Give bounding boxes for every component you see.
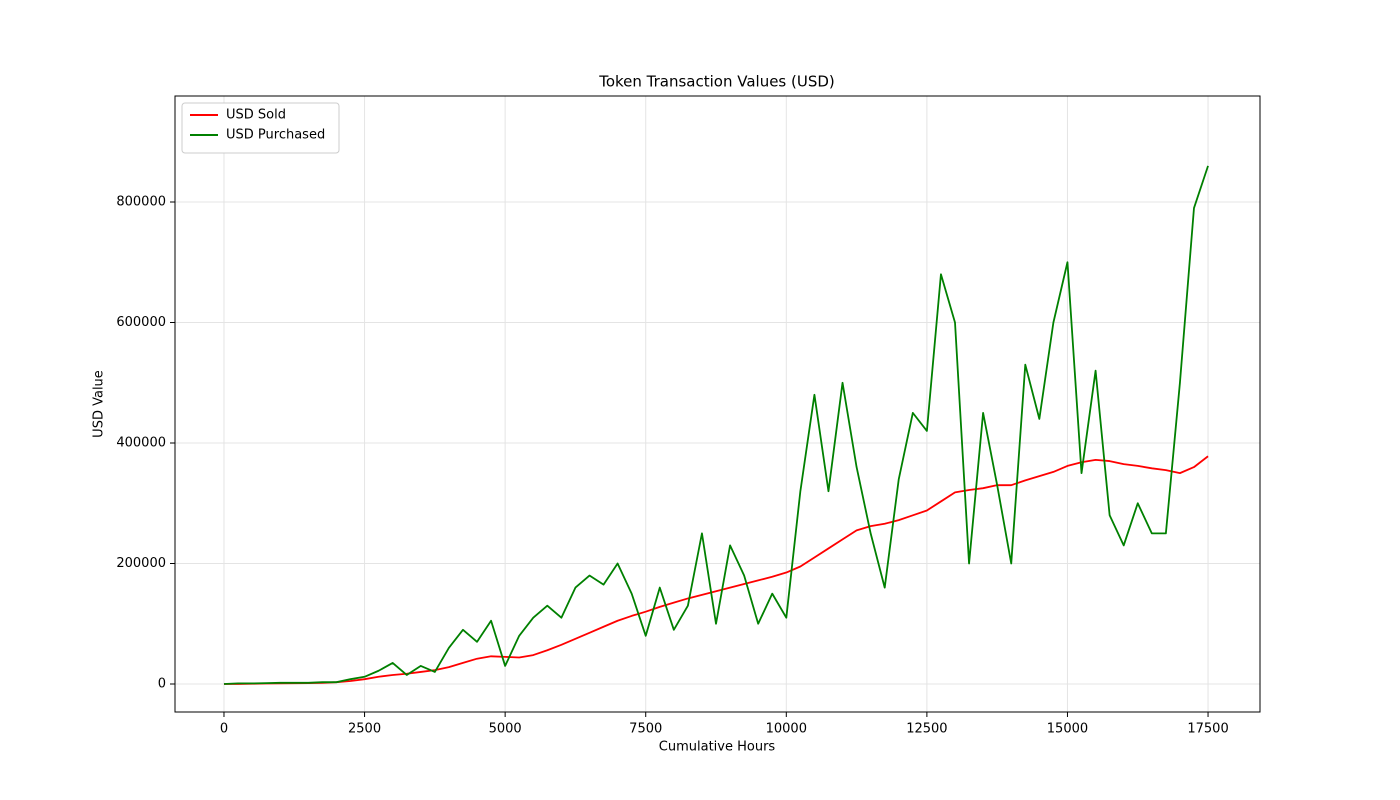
legend-box xyxy=(181,102,340,154)
legend-label: USD Purchased xyxy=(226,128,325,143)
y-tick-label: 600000 xyxy=(116,315,166,330)
data-line xyxy=(223,165,1209,685)
x-tick-label: 17500 xyxy=(1187,722,1228,737)
y-tick-label: 400000 xyxy=(116,436,166,451)
legend-label: USD Sold xyxy=(226,108,286,123)
x-tick-label: 7500 xyxy=(629,722,662,737)
x-tick-label: 5000 xyxy=(489,722,522,737)
chart-title: Token Transaction Values (USD) xyxy=(598,73,835,91)
x-axis-label: Cumulative Hours xyxy=(659,740,776,755)
x-tick-label: 10000 xyxy=(766,722,807,737)
x-tick-label: 0 xyxy=(220,722,228,737)
x-tick-label: 15000 xyxy=(1047,722,1088,737)
legend: USD Sold USD Purchased xyxy=(181,102,340,154)
plot-frame xyxy=(174,95,1261,713)
y-tick-label: 800000 xyxy=(116,195,166,210)
y-tick-label: 0 xyxy=(158,677,166,692)
y-axis-label: USD Value xyxy=(92,370,107,438)
y-tick-label: 200000 xyxy=(116,556,166,571)
x-tick-label: 12500 xyxy=(906,722,947,737)
data-line xyxy=(223,455,1209,685)
x-tick-label: 2500 xyxy=(348,722,381,737)
